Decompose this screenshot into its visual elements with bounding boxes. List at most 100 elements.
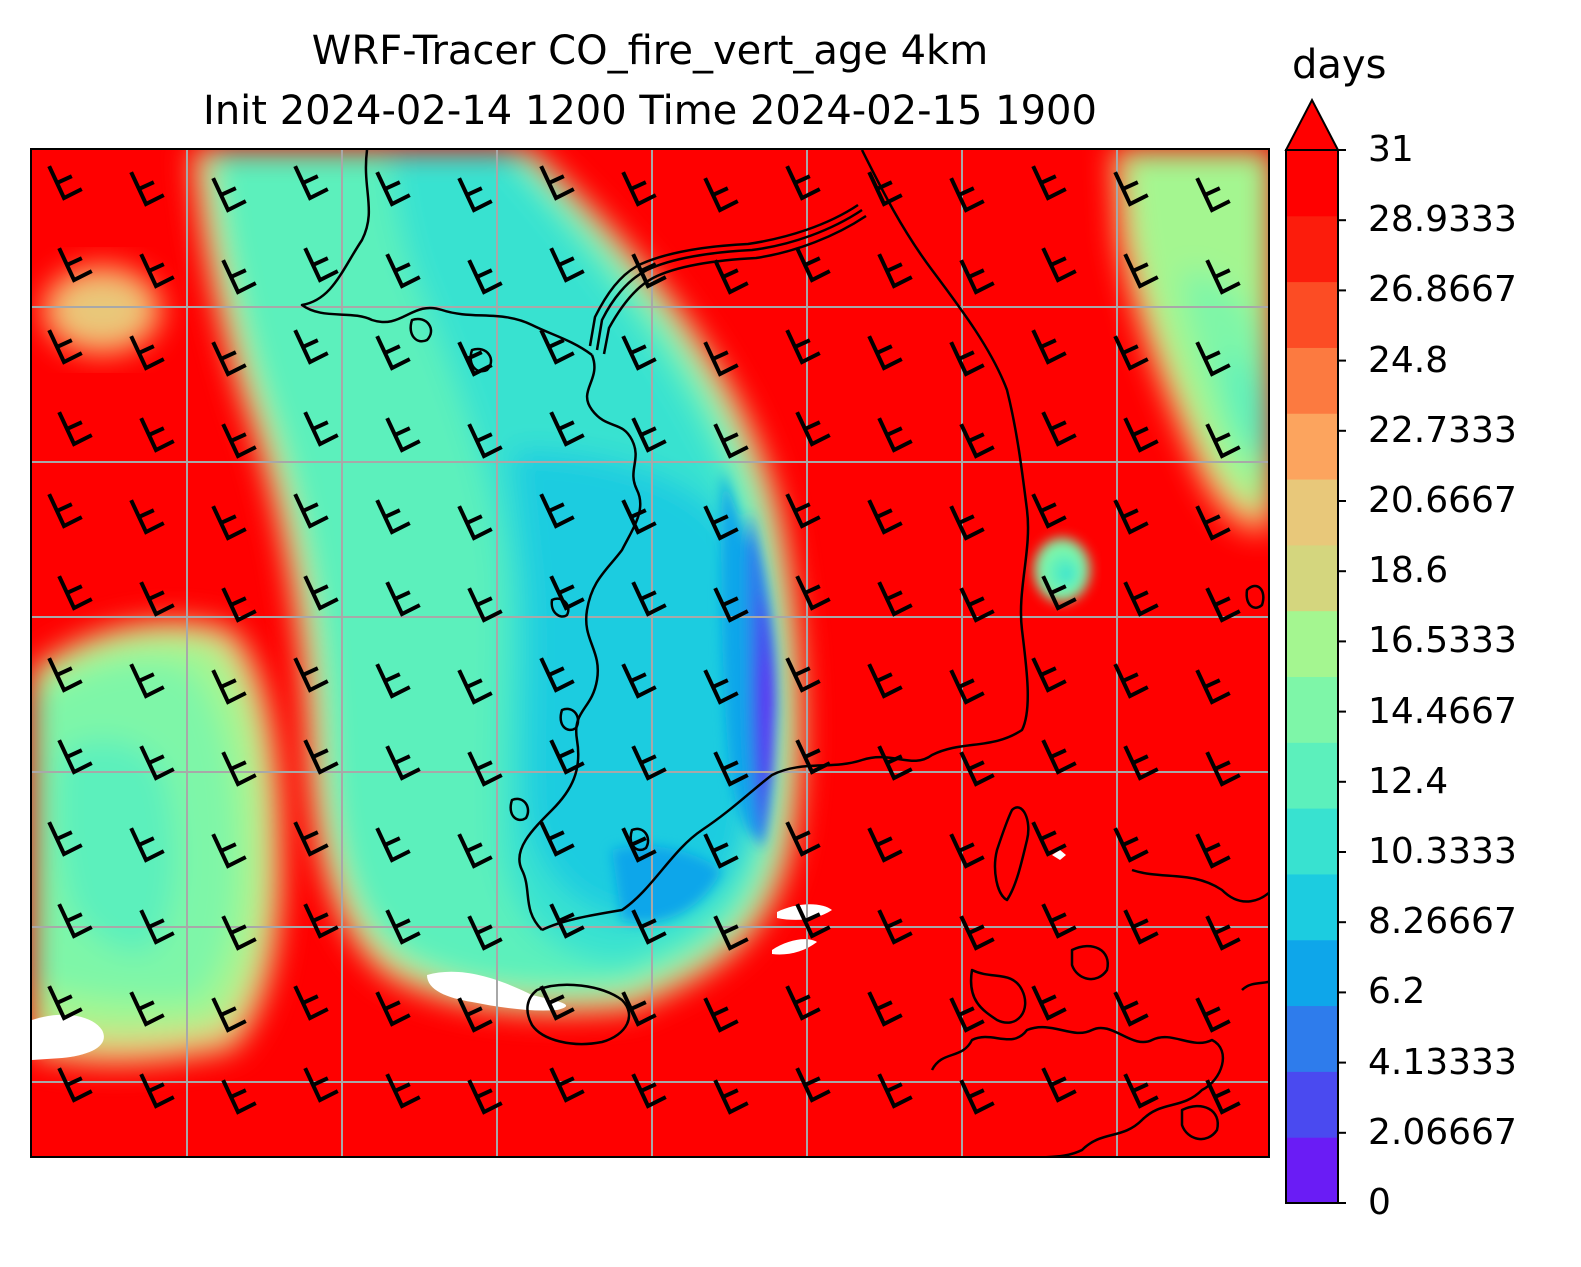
map-canvas: [32, 150, 1268, 1156]
wind-barb: [457, 177, 493, 213]
wind-barb: [1123, 1073, 1159, 1109]
wind-barb: [713, 259, 749, 295]
wind-barb: [457, 505, 493, 541]
wind-barb: [467, 259, 503, 295]
wind-barb: [1041, 411, 1077, 447]
colorbar-tick-label: 31: [1368, 129, 1414, 170]
wind-barb: [293, 493, 329, 529]
wind-barb: [1113, 335, 1149, 371]
colorbar-segment: [1286, 544, 1338, 612]
wind-barb: [795, 739, 831, 775]
wind-barb: [703, 833, 739, 869]
wind-barb: [877, 253, 913, 289]
wind-barb: [385, 253, 421, 289]
wind-barb: [303, 411, 339, 447]
wind-barb: [385, 909, 421, 945]
colorbar-tick-label: 16.5333: [1368, 620, 1517, 662]
wind-barb: [211, 997, 247, 1033]
colorbar-frame: [1285, 149, 1339, 1204]
wind-barb: [129, 663, 165, 699]
wind-barb: [375, 827, 411, 863]
wind-barb: [467, 1079, 503, 1115]
wind-barb: [621, 499, 657, 535]
wind-barb: [211, 669, 247, 705]
wind-barb: [129, 827, 165, 863]
colorbar-segment: [1286, 1071, 1338, 1138]
colorbar-tick-label: 4.13333: [1368, 1041, 1517, 1083]
wind-barb: [457, 833, 493, 869]
wind-barb: [57, 1067, 93, 1103]
wind-barb: [877, 745, 913, 781]
wind-barb: [949, 505, 985, 541]
wind-barb: [867, 991, 903, 1027]
map-panel: [30, 148, 1270, 1158]
wind-barb: [867, 335, 903, 371]
wind-barb: [57, 903, 93, 939]
map-title-line1: WRF-Tracer CO_fire_vert_age 4km: [311, 28, 989, 74]
wind-barb: [1205, 1079, 1241, 1115]
wind-barb: [211, 505, 247, 541]
wind-barb: [703, 341, 739, 377]
wind-barb: [1123, 581, 1159, 617]
wind-barb: [139, 417, 175, 453]
wind-barb: [457, 669, 493, 705]
wind-barb: [713, 915, 749, 951]
wind-barb: [703, 505, 739, 541]
wind-barb: [47, 821, 83, 857]
wind-barb: [785, 821, 821, 857]
wind-barb: [1041, 903, 1077, 939]
wind-barb: [877, 417, 913, 453]
colorbar-tick-label: 0: [1368, 1182, 1391, 1223]
wind-barb: [467, 915, 503, 951]
colorbar-segment: [1286, 150, 1338, 217]
wind-barb: [211, 341, 247, 377]
wind-barb: [221, 751, 257, 787]
wind-barb: [539, 493, 575, 529]
wind-barb: [621, 171, 657, 207]
wind-barb: [375, 171, 411, 207]
wind-barb: [375, 335, 411, 371]
wind-barb: [703, 997, 739, 1033]
wind-barb: [621, 663, 657, 699]
wind-barb: [1113, 499, 1149, 535]
wind-barb: [375, 499, 411, 535]
colorbar-segment: [1286, 347, 1338, 414]
wind-barb: [713, 423, 749, 459]
wind-barb: [467, 751, 503, 787]
wind-barb: [385, 581, 421, 617]
wind-barb: [959, 751, 995, 787]
wind-barb: [1113, 991, 1149, 1027]
wind-barb: [539, 985, 575, 1021]
wind-barb: [631, 1073, 667, 1109]
colorbar-tick-label: 12.4: [1368, 760, 1449, 802]
wind-barb: [385, 745, 421, 781]
wind-barb: [785, 985, 821, 1021]
wind-barb: [47, 493, 83, 529]
colorbar-segment: [1286, 1137, 1338, 1204]
wind-barb: [949, 997, 985, 1033]
wind-barb: [1195, 177, 1231, 213]
wind-barb: [1113, 663, 1149, 699]
wind-barb: [47, 657, 83, 693]
low-age-core: [612, 470, 777, 923]
colorbar-tick-label: 26.8667: [1368, 269, 1517, 311]
wind-barb: [293, 329, 329, 365]
wind-barb: [795, 411, 831, 447]
colorbar-segment: [1286, 808, 1338, 875]
colorbar-segment: [1286, 939, 1338, 1007]
wind-barb: [539, 165, 575, 201]
colorbar-tick-label: 24.8: [1368, 339, 1449, 381]
wind-barb: [1041, 575, 1077, 611]
colorbar-segment: [1286, 281, 1338, 348]
isolated-blob: [1034, 538, 1090, 602]
wind-barb: [877, 909, 913, 945]
wind-barb: [221, 1079, 257, 1115]
wind-barb: [129, 171, 165, 207]
wind-barb: [1031, 657, 1067, 693]
wind-barb: [949, 177, 985, 213]
wind-barb: [631, 253, 667, 289]
colorbar-segment: [1286, 742, 1338, 809]
wind-barb: [1205, 423, 1241, 459]
colorbar-tick-label: 2.06667: [1368, 1111, 1517, 1153]
wind-barb: [795, 575, 831, 611]
